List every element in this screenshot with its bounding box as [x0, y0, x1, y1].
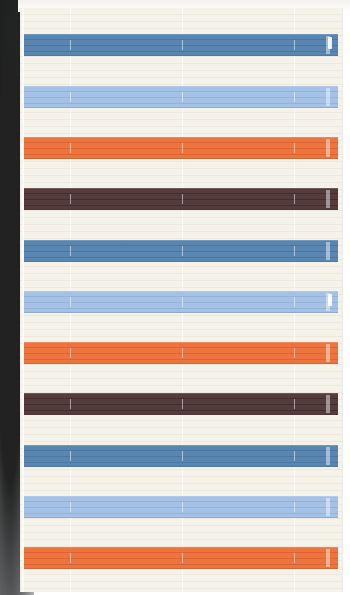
stripe-band [24, 240, 338, 262]
stripe-tick [70, 399, 71, 409]
stripe-band [24, 496, 338, 518]
stripe-tick [182, 92, 183, 102]
stripe-band [24, 547, 338, 569]
stripe-band [24, 137, 338, 159]
stripe-tick [182, 40, 183, 50]
stripe-tick [70, 194, 71, 204]
stripe-tick [70, 553, 71, 563]
stripe-tick [294, 143, 295, 153]
stripe-tick [294, 348, 295, 358]
stripe-tick [70, 143, 71, 153]
stripe-tick [70, 451, 71, 461]
stripe-tick [294, 92, 295, 102]
stripe-band [24, 86, 338, 108]
stripe-tick [294, 40, 295, 50]
stripe-tick [294, 246, 295, 256]
stripe-tick [182, 297, 183, 307]
stripe-band [24, 393, 338, 415]
stripe-tick [294, 553, 295, 563]
stripe-tick [182, 348, 183, 358]
left-panel-edge [22, 8, 24, 592]
stripe-tick [294, 502, 295, 512]
stripe-tick [182, 451, 183, 461]
panel-header-area [24, 10, 338, 30]
stripe-tick [70, 92, 71, 102]
stripe-band [24, 188, 338, 210]
stripe-band [24, 445, 338, 467]
edge-marker [328, 294, 332, 306]
stripe-tick [294, 297, 295, 307]
stripe-tick [294, 451, 295, 461]
stripe-tick [70, 40, 71, 50]
stripe-tick [294, 399, 295, 409]
stripe-band [24, 34, 338, 56]
stripe-tick [70, 348, 71, 358]
stripe-tick [70, 246, 71, 256]
stripe-band [24, 291, 338, 313]
edge-marker [328, 37, 332, 49]
stripe-tick [182, 502, 183, 512]
stripe-tick [182, 194, 183, 204]
stripe-tick [182, 246, 183, 256]
stripe-tick [70, 502, 71, 512]
stripe-band [24, 342, 338, 364]
stripe-tick [182, 143, 183, 153]
stripe-tick [70, 297, 71, 307]
stripe-tick [182, 399, 183, 409]
stripe-tick [182, 553, 183, 563]
stripe-tick [294, 194, 295, 204]
